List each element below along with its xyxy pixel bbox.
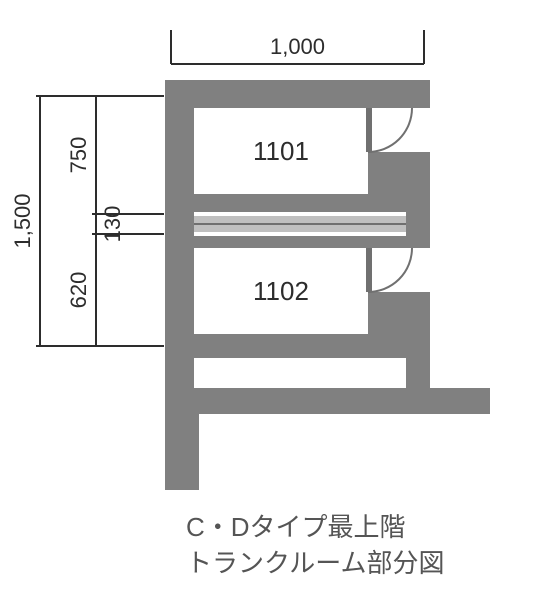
door-opening-1 (368, 108, 430, 152)
dimension-left-lower: 620 (66, 272, 91, 309)
caption-line-2: トランクルーム部分図 (186, 548, 444, 578)
door-1102-leaf (366, 248, 372, 292)
bottom-cut (199, 414, 490, 490)
door-opening-2 (368, 248, 430, 292)
room-1102-label: 1102 (253, 276, 309, 306)
dimension-left-mid: 130 (100, 206, 125, 243)
dimension-left-upper: 750 (66, 137, 91, 174)
caption-line-1: C・Dタイプ最上階 (186, 512, 406, 542)
left-stub (165, 472, 199, 490)
dimension-top-label: 1,000 (270, 34, 325, 59)
room-1101-label: 1101 (253, 136, 309, 166)
right-ledge (426, 388, 490, 414)
dimension-left-total: 1,500 (10, 193, 35, 248)
corridor-gap (194, 358, 406, 388)
dimension-left: 1,500 750 130 620 (10, 96, 164, 346)
dimension-top: 1,000 (171, 30, 424, 64)
door-1101-leaf (366, 108, 372, 152)
